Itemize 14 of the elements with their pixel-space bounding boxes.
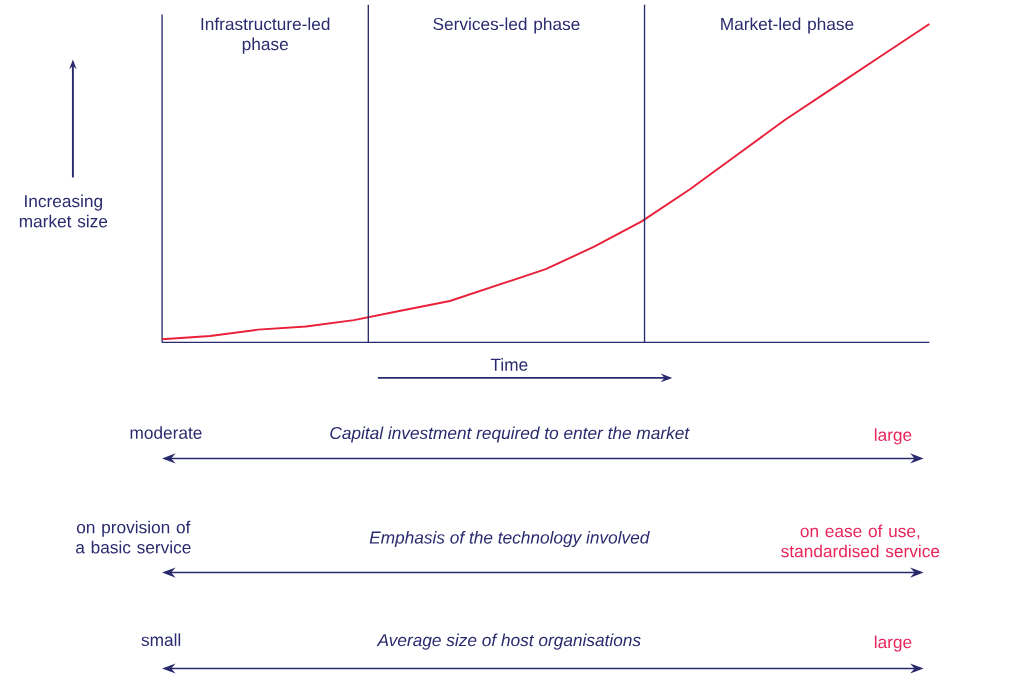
text: Emphasis of the technology involved bbox=[369, 530, 650, 548]
text: large bbox=[874, 428, 912, 445]
text: on provision of a basic service bbox=[76, 520, 191, 554]
y-axis-title: Increasing market size bbox=[19, 194, 108, 228]
annotation: Infrastructure-led phase bbox=[201, 17, 330, 54]
text: Average size of host organisations bbox=[376, 633, 641, 650]
annotation: Services-led phase bbox=[433, 17, 580, 34]
text: small bbox=[141, 633, 181, 647]
text: large bbox=[874, 635, 912, 652]
text: moderate bbox=[130, 426, 202, 439]
x-axis-title: Time bbox=[490, 358, 528, 371]
text: on ease of use, standardised service bbox=[781, 524, 940, 558]
text: Capital investment required to enter the market bbox=[330, 426, 690, 443]
annotation: Market-led phase bbox=[721, 17, 854, 34]
